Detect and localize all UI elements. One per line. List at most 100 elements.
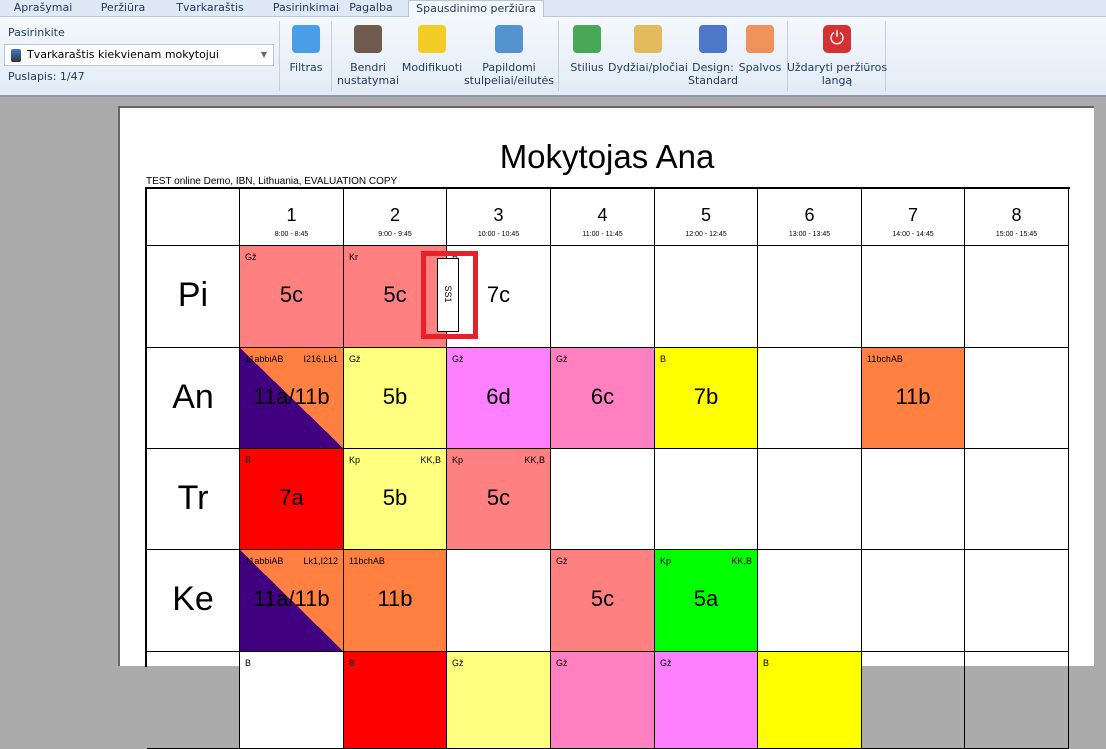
lesson-cell[interactable]: B <box>344 652 447 749</box>
lesson-cell[interactable]: Gž <box>551 652 655 749</box>
class-label: 6c <box>590 384 615 409</box>
subject-label: Gž <box>556 354 568 364</box>
room-label: KK,B <box>731 556 752 566</box>
subject-label: Gž <box>660 658 672 668</box>
lesson-cell[interactable]: Gž 6c <box>551 348 655 449</box>
books-button[interactable]: Stilius <box>566 21 608 91</box>
period-number: 8 <box>1011 205 1022 225</box>
stamp-button[interactable]: Bendri nustatymai <box>336 21 400 91</box>
class-label: 11a/11b <box>253 384 330 409</box>
lesson-cell[interactable]: B 7a <box>240 449 344 550</box>
lesson-cell[interactable]: B <box>240 652 344 749</box>
tab-3[interactable]: Pasirinkimai <box>272 1 340 14</box>
books-icon <box>573 25 601 53</box>
button-label: Bendri nustatymai <box>336 61 400 87</box>
lesson-cell[interactable]: 11abbiAB Lk1,I212 11a/11b <box>240 550 344 652</box>
tab-4[interactable]: Pagalba <box>349 1 393 14</box>
empty-cell <box>551 449 655 550</box>
subject-label: Gž <box>556 658 568 668</box>
class-label: 5b <box>382 384 408 409</box>
highlight-box <box>421 251 478 339</box>
columns-button[interactable]: Papildomi stulpeliai/eilutės <box>462 21 556 91</box>
day-label: Tr <box>147 449 240 550</box>
design-button[interactable]: Design: Standard <box>688 21 738 91</box>
class-label: 11b <box>895 384 931 409</box>
period-time: 13:00 - 13:45 <box>788 231 831 238</box>
period-header: 8 15:00 - 15:45 <box>965 189 1069 246</box>
day-label: An <box>147 348 240 449</box>
lesson-cell[interactable]: Gž 6d <box>447 348 551 449</box>
lesson-cell[interactable]: Gž <box>655 652 758 749</box>
lesson-cell[interactable]: Gž <box>447 652 551 749</box>
subject-label: 11bchAB <box>867 354 903 364</box>
page-indicator: Puslapis: 1/47 <box>8 70 85 83</box>
tab-1[interactable]: Peržiūra <box>100 1 146 14</box>
magic-wand-button[interactable]: Modifikuoti <box>400 21 464 91</box>
lesson-cell[interactable]: Kp KK,B 5a <box>655 550 758 652</box>
period-number: 5 <box>700 205 711 225</box>
power-button[interactable]: ⏻ Uždaryti peržiūros langą <box>787 21 887 91</box>
tab-5[interactable]: Spausdinimo peržiūra <box>408 0 544 18</box>
chevron-down-icon: ▼ <box>260 50 267 59</box>
empty-cell <box>965 550 1069 652</box>
lesson-cell[interactable]: B <box>758 652 862 749</box>
subject-label: 11bchAB <box>349 556 385 566</box>
empty-cell <box>862 246 965 348</box>
subject-label: Gž <box>245 252 257 262</box>
period-header: 6 13:00 - 13:45 <box>758 189 862 246</box>
lesson-cell[interactable]: Kp KK,B 5b <box>344 449 447 550</box>
select-value: Tvarkaraštis kiekvienam mokytojui <box>27 48 219 61</box>
period-number: 7 <box>907 205 918 225</box>
class-label: 7a <box>279 485 304 510</box>
empty-cell <box>758 550 862 652</box>
funnel-button[interactable]: Filtras <box>282 21 330 91</box>
lesson-cell[interactable]: B 7b <box>655 348 758 449</box>
empty-cell <box>655 449 758 550</box>
day-name: Ke <box>172 580 214 618</box>
lesson-cell[interactable]: Kr 5c <box>344 246 447 348</box>
period-time: 9:00 - 9:45 <box>378 231 412 238</box>
lesson-cell[interactable]: B 7c <box>447 246 551 348</box>
period-number: 3 <box>493 205 504 225</box>
day-label <box>147 652 240 749</box>
report-type-select[interactable]: Tvarkaraštis kiekvienam mokytojui ▼ <box>4 44 274 66</box>
period-header: 2 9:00 - 9:45 <box>344 189 447 246</box>
day-name: Pi <box>177 276 209 314</box>
period-time: 8:00 - 8:45 <box>274 231 309 238</box>
dragged-lesson-card[interactable]: SS1 <box>437 258 459 332</box>
lesson-cell[interactable]: 11bchAB 11b <box>344 550 447 652</box>
subject-label: Gž <box>452 354 464 364</box>
lesson-cell[interactable]: 11bchAB 11b <box>862 348 965 449</box>
tab-0[interactable]: Aprašymai <box>13 1 73 14</box>
ruler-triangle-button[interactable]: Dydžiai/pločiai <box>608 21 688 91</box>
day-label: Pi <box>147 246 240 348</box>
period-number: 1 <box>286 205 297 225</box>
period-time: 10:00 - 10:45 <box>477 231 520 238</box>
empty-cell <box>862 449 965 550</box>
tab-2[interactable]: Tvarkaraštis <box>176 1 244 14</box>
subject-label: Kr <box>349 252 358 262</box>
day-name: Tr <box>177 479 209 517</box>
empty-cell <box>758 246 862 348</box>
period-time: 14:00 - 14:45 <box>892 231 934 238</box>
empty-cell <box>965 652 1069 749</box>
color-palette-button[interactable]: Spalvos <box>738 21 782 91</box>
period-time: 12:00 - 12:45 <box>685 231 727 238</box>
lesson-cell[interactable]: Kp KK,B 5c <box>447 449 551 550</box>
ribbon: Pasirinkite Tvarkaraštis kiekvienam moky… <box>0 17 1106 97</box>
lesson-cell[interactable]: Gž 5c <box>240 246 344 348</box>
timetable-grid: 1 8:00 - 8:45 2 9:00 - 9:45 3 10:00 - 10:45 4 1… <box>145 187 1070 749</box>
lesson-cell[interactable]: 11abbiAB I216,Lk1 11a/11b <box>240 348 344 449</box>
empty-cell <box>862 550 965 652</box>
magic-wand-icon <box>418 25 446 53</box>
class-label: 11a/11b <box>253 586 330 611</box>
room-label: KK,B <box>524 455 545 465</box>
class-label: 7c <box>486 282 511 307</box>
class-label: 5c <box>590 586 615 611</box>
subject-label: 11abbiAB <box>245 354 284 364</box>
lesson-cell[interactable]: Gž 5b <box>344 348 447 449</box>
empty-cell <box>758 449 862 550</box>
empty-cell <box>862 652 965 749</box>
lesson-cell[interactable]: Gž 5c <box>551 550 655 652</box>
empty-cell <box>551 246 655 348</box>
